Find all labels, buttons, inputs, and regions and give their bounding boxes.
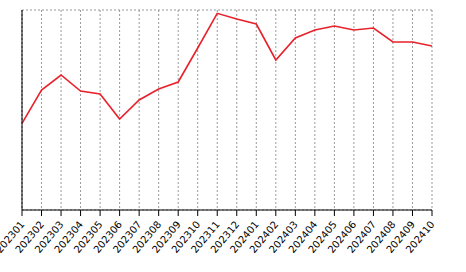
svg-text:202403: 202403 [267,218,300,256]
svg-text:202306: 202306 [91,218,125,256]
svg-text:202312: 202312 [208,218,242,256]
svg-text:202305: 202305 [71,218,105,256]
svg-text:202404: 202404 [286,218,320,256]
svg-text:202406: 202406 [325,218,359,256]
svg-text:202307: 202307 [110,218,144,256]
svg-text:202409: 202409 [384,218,418,256]
svg-text:202407: 202407 [345,218,378,256]
svg-text:202304: 202304 [52,218,86,256]
svg-text:202311: 202311 [188,218,222,256]
svg-text:202408: 202408 [364,218,398,256]
svg-text:202401: 202401 [227,218,261,256]
svg-text:202410: 202410 [404,219,437,255]
svg-text:202309: 202309 [149,218,183,256]
svg-text:202302: 202302 [13,218,47,256]
svg-text:202405: 202405 [306,218,339,256]
svg-text:202303: 202303 [32,218,66,256]
svg-text:202310: 202310 [169,218,203,256]
svg-text:202308: 202308 [130,218,164,256]
svg-text:202402: 202402 [247,218,281,256]
